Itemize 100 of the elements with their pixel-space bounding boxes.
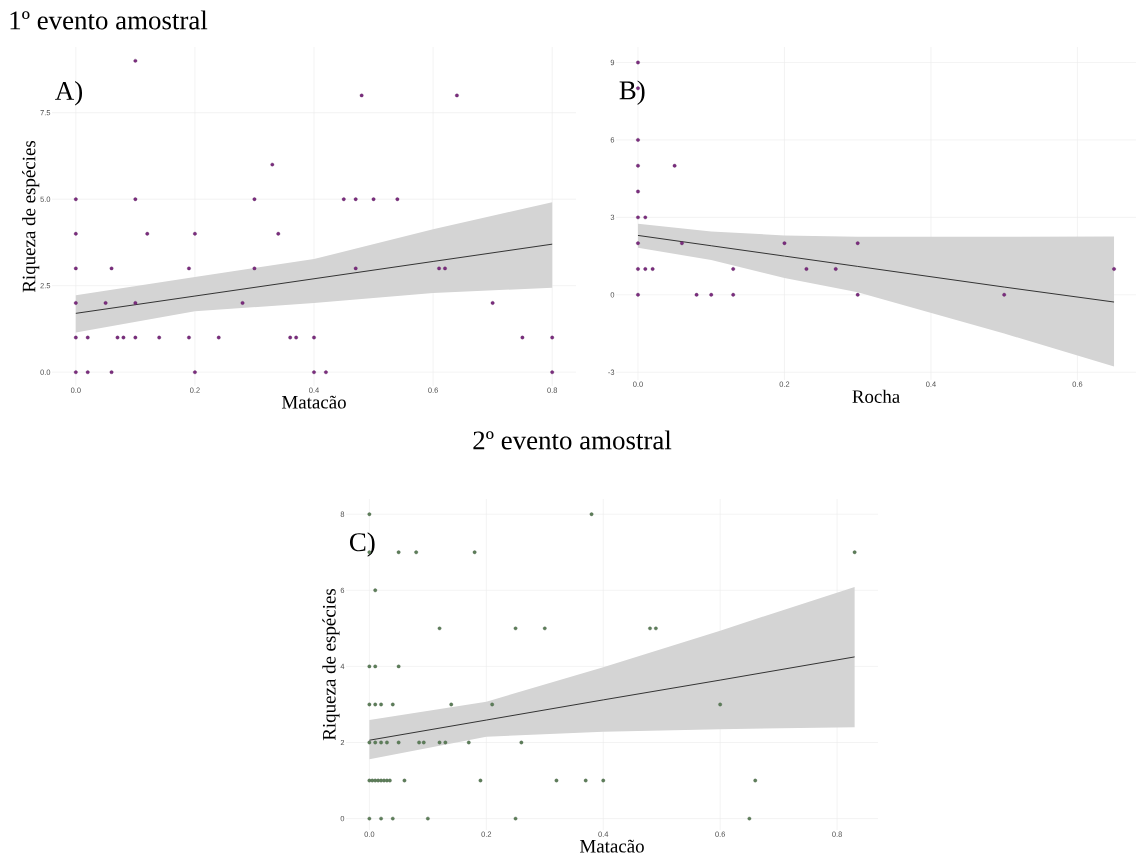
point: [852, 550, 857, 555]
point: [636, 189, 640, 194]
point: [443, 266, 447, 271]
point: [373, 702, 378, 707]
point: [731, 292, 736, 297]
point: [396, 550, 401, 555]
point: [133, 197, 138, 202]
point: [133, 335, 138, 340]
point: [359, 93, 364, 98]
point: [373, 778, 378, 783]
point: [672, 163, 677, 168]
point: [133, 301, 138, 305]
point: [373, 588, 378, 593]
point: [288, 335, 293, 340]
point: [252, 266, 257, 271]
point: [294, 335, 298, 340]
point: [373, 664, 378, 669]
point: [636, 138, 640, 142]
point: [371, 197, 376, 202]
point: [421, 740, 426, 745]
point: [193, 370, 197, 375]
point: [367, 702, 372, 707]
point: [519, 740, 524, 745]
point: [636, 60, 640, 65]
point: [379, 702, 383, 707]
point: [367, 778, 372, 783]
point: [252, 197, 257, 202]
point: [370, 778, 375, 783]
point: [636, 241, 640, 246]
point: [367, 664, 372, 669]
point: [643, 267, 648, 271]
point: [426, 816, 430, 821]
point: [187, 266, 191, 271]
point: [650, 267, 655, 271]
point: [1112, 267, 1116, 271]
point: [455, 93, 459, 98]
point: [490, 301, 495, 305]
point: [367, 816, 372, 821]
point: [367, 512, 372, 517]
point: [643, 215, 648, 220]
point: [437, 266, 441, 271]
point: [276, 231, 281, 236]
point: [216, 335, 221, 340]
point: [589, 512, 594, 517]
point: [373, 740, 378, 745]
point: [324, 370, 328, 375]
point: [490, 702, 495, 707]
point: [520, 335, 525, 340]
point: [379, 816, 383, 821]
point: [353, 266, 358, 271]
point: [855, 241, 860, 246]
annotation: A): [55, 81, 83, 106]
point: [73, 266, 78, 271]
annotation: C): [349, 532, 375, 557]
point: [747, 816, 752, 821]
point: [312, 370, 316, 375]
point: [437, 740, 442, 745]
point: [1002, 292, 1007, 297]
point: [85, 370, 90, 375]
point: [109, 266, 114, 271]
point: [513, 816, 518, 821]
point: [417, 740, 421, 745]
point: [472, 550, 477, 555]
point: [478, 778, 483, 783]
point: [550, 370, 555, 375]
point: [753, 778, 758, 783]
point: [636, 267, 640, 271]
point: [396, 664, 401, 669]
point: [396, 740, 401, 745]
point: [73, 231, 78, 236]
point: [709, 292, 714, 297]
point: [270, 162, 275, 167]
point: [145, 231, 150, 236]
point: [121, 335, 126, 340]
point: [395, 197, 400, 202]
point: [694, 292, 699, 297]
point: [187, 335, 191, 340]
point: [376, 778, 381, 783]
point: [414, 550, 419, 555]
point: [73, 301, 78, 305]
point: [636, 215, 640, 220]
point: [157, 335, 162, 340]
point: [385, 740, 389, 745]
point: [341, 197, 346, 202]
point: [601, 778, 606, 783]
point: [353, 197, 358, 202]
x-axis-title: Matacão: [281, 395, 346, 409]
point: [193, 231, 197, 236]
annotation: B): [619, 80, 645, 105]
point: [73, 370, 78, 375]
point: [449, 702, 454, 707]
chart-title: 2º evento amostral: [473, 430, 672, 450]
point: [718, 702, 723, 707]
point: [513, 626, 518, 631]
point: [390, 816, 395, 821]
point: [550, 335, 555, 340]
point: [379, 740, 383, 745]
point: [833, 267, 838, 271]
point: [367, 740, 372, 745]
y-axis-title: Riqueza de espécies: [22, 140, 40, 293]
